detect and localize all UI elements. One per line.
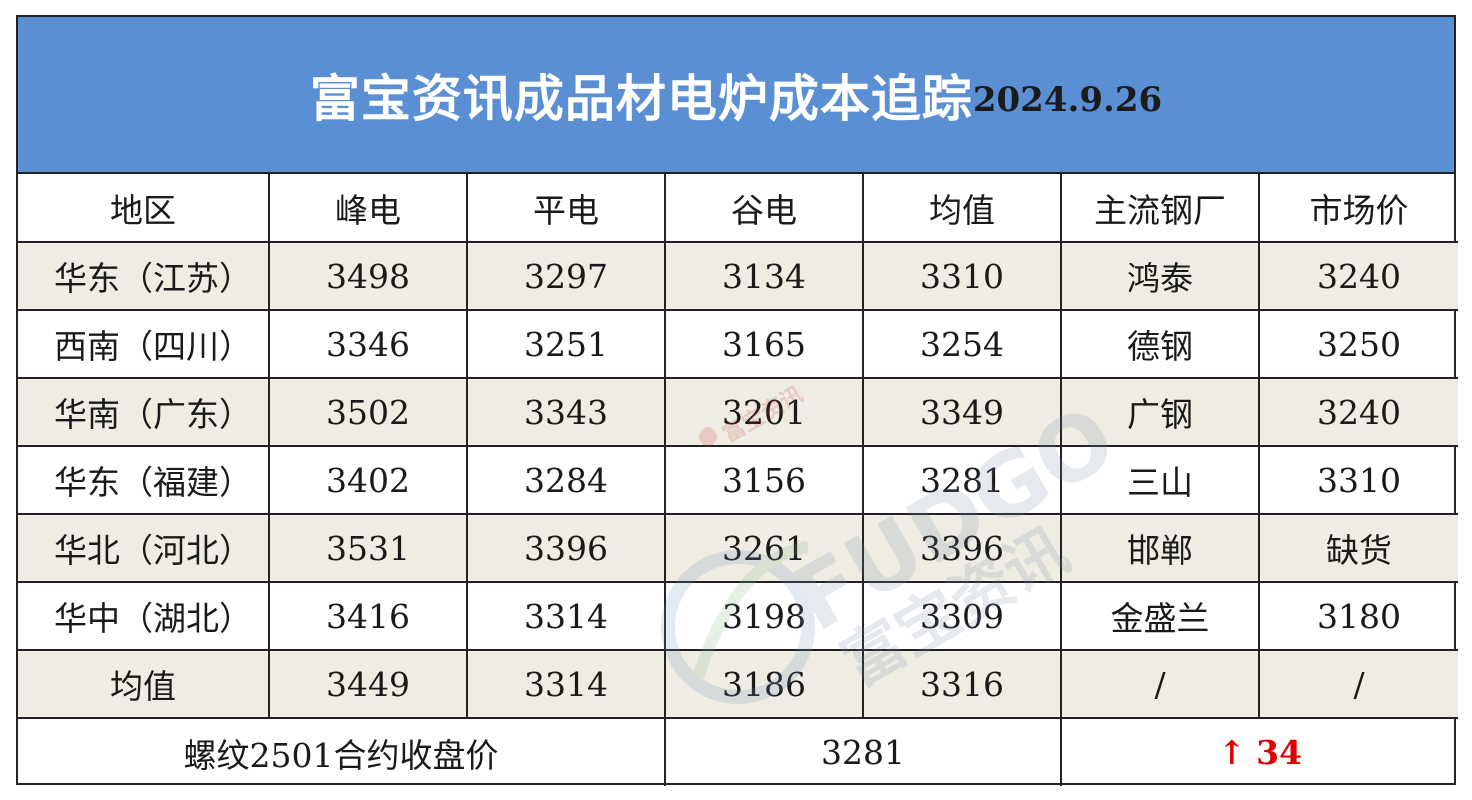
market-price-cell: 3180 — [1258, 581, 1458, 651]
mill-cell: 邯郸 — [1060, 513, 1260, 583]
region-cell: 华东（福建） — [18, 445, 270, 515]
mill-cell: 金盛兰 — [1060, 581, 1260, 651]
flat-cell: 3284 — [466, 445, 666, 515]
header-row: 地区 峰电 平电 谷电 均值 主流钢厂 市场价 — [18, 174, 1458, 243]
col-header-mill: 主流钢厂 — [1060, 174, 1260, 243]
cost-table: 地区 峰电 平电 谷电 均值 主流钢厂 市场价 华东（江苏） 3498 3297… — [18, 174, 1458, 786]
flat-cell: 3251 — [466, 309, 666, 379]
flat-cell: 3297 — [466, 241, 666, 311]
valley-cell: 3261 — [664, 513, 864, 583]
title-bar: 富宝资讯成品材电炉成本追踪 2024.9.26 — [18, 17, 1454, 174]
report-date: 2024.9.26 — [972, 79, 1163, 120]
peak-cell: 3416 — [268, 581, 468, 651]
average-cell: 3309 — [862, 581, 1062, 651]
mill-cell: 德钢 — [1060, 309, 1260, 379]
up-arrow-icon: ↑ — [1217, 733, 1246, 772]
region-cell: 华中（湖北） — [18, 581, 270, 651]
price-average-cell: / — [1258, 649, 1458, 719]
peak-cell: 3531 — [268, 513, 468, 583]
region-cell: 华东（江苏） — [18, 241, 270, 311]
valley-cell: 3198 — [664, 581, 864, 651]
overall-average-cell: 3316 — [862, 649, 1062, 719]
mill-cell: 广钢 — [1060, 377, 1260, 447]
table-row: 华东（福建） 3402 3284 3156 3281 三山 3310 — [18, 445, 1458, 515]
peak-cell: 3402 — [268, 445, 468, 515]
report-table-frame: 富宝资讯成品材电炉成本追踪 2024.9.26 地区 峰电 平电 谷电 均值 主… — [16, 15, 1458, 786]
mill-cell: 鸿泰 — [1060, 241, 1260, 311]
region-cell: 华南（广东） — [18, 377, 270, 447]
market-price-cell: 3240 — [1258, 377, 1458, 447]
peak-cell: 3502 — [268, 377, 468, 447]
col-header-region: 地区 — [18, 174, 270, 243]
region-cell: 西南（四川） — [18, 309, 270, 379]
table-row: 华北（河北） 3531 3396 3261 3396 邯郸 缺货 — [18, 513, 1458, 583]
average-cell: 3310 — [862, 241, 1062, 311]
col-header-valley: 谷电 — [664, 174, 864, 243]
peak-cell: 3498 — [268, 241, 468, 311]
futures-label: 螺纹2501合约收盘价 — [18, 717, 666, 786]
col-header-market-price: 市场价 — [1258, 174, 1458, 243]
futures-change-cell: ↑ 34 — [1060, 717, 1458, 786]
table-row: 西南（四川） 3346 3251 3165 3254 德钢 3250 — [18, 309, 1458, 379]
table-row: 华中（湖北） 3416 3314 3198 3309 金盛兰 3180 — [18, 581, 1458, 651]
flat-average-cell: 3314 — [466, 649, 666, 719]
flat-cell: 3343 — [466, 377, 666, 447]
average-row-label: 均值 — [18, 649, 270, 719]
flat-cell: 3314 — [466, 581, 666, 651]
region-cell: 华北（河北） — [18, 513, 270, 583]
peak-cell: 3346 — [268, 309, 468, 379]
mill-average-cell: / — [1060, 649, 1260, 719]
market-price-cell: 3240 — [1258, 241, 1458, 311]
futures-row: 螺纹2501合约收盘价 3281 ↑ 34 — [18, 717, 1458, 786]
table-row: 华东（江苏） 3498 3297 3134 3310 鸿泰 3240 — [18, 241, 1458, 311]
valley-average-cell: 3186 — [664, 649, 864, 719]
market-price-cell: 缺货 — [1258, 513, 1458, 583]
average-cell: 3349 — [862, 377, 1062, 447]
valley-cell: 3134 — [664, 241, 864, 311]
col-header-peak: 峰电 — [268, 174, 468, 243]
average-cell: 3254 — [862, 309, 1062, 379]
flat-cell: 3396 — [466, 513, 666, 583]
col-header-average: 均值 — [862, 174, 1062, 243]
market-price-cell: 3310 — [1258, 445, 1458, 515]
futures-close-price: 3281 — [664, 717, 1062, 786]
mill-cell: 三山 — [1060, 445, 1260, 515]
valley-cell: 3156 — [664, 445, 864, 515]
report-title: 富宝资讯成品材电炉成本追踪 — [309, 68, 973, 128]
table-row: 华南（广东） 3502 3343 3201 3349 广钢 3240 — [18, 377, 1458, 447]
valley-cell: 3165 — [664, 309, 864, 379]
market-price-cell: 3250 — [1258, 309, 1458, 379]
valley-cell: 3201 — [664, 377, 864, 447]
average-cell: 3396 — [862, 513, 1062, 583]
futures-change-value: 34 — [1256, 733, 1303, 772]
peak-average-cell: 3449 — [268, 649, 468, 719]
average-cell: 3281 — [862, 445, 1062, 515]
col-header-flat: 平电 — [466, 174, 666, 243]
average-row: 均值 3449 3314 3186 3316 / / — [18, 649, 1458, 719]
